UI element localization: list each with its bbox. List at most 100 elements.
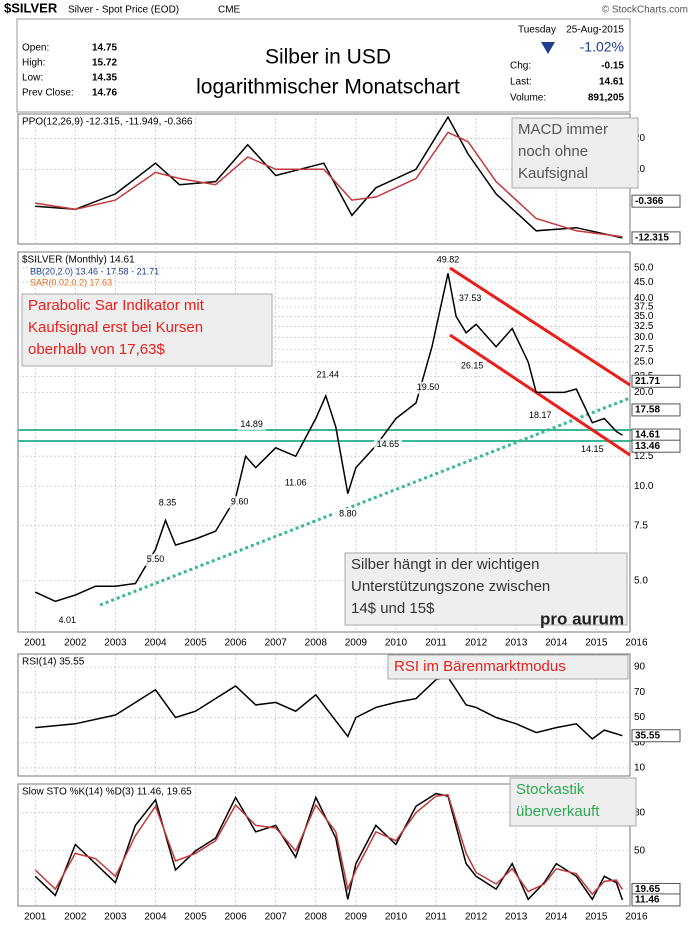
peak-label: 37.53 xyxy=(459,293,482,303)
annotation-text: MACD immer xyxy=(518,121,608,138)
value-marker-label: -0.366 xyxy=(635,196,664,207)
x-tick-label: 2011 xyxy=(425,638,447,649)
y-tick-label: 45.0 xyxy=(634,277,654,288)
peak-label: 8.35 xyxy=(159,497,177,507)
x-tick-label: 2015 xyxy=(585,638,608,649)
x-tick-label: 2012 xyxy=(465,638,488,649)
series-line xyxy=(35,676,623,740)
y-tick-label: 12.5 xyxy=(634,451,654,462)
exchange: CME xyxy=(218,5,241,16)
peak-label: 11.06 xyxy=(285,477,307,487)
chart-subtitle: logarithmischer Monatschart xyxy=(196,76,460,99)
value-marker-label: 11.46 xyxy=(635,895,660,906)
annotation-text: Kaufsignal erst bei Kursen xyxy=(28,319,203,336)
x-tick-label: 2015 xyxy=(585,912,608,923)
series-line xyxy=(34,792,624,901)
annotation-text: noch ohne xyxy=(518,143,588,160)
peak-label: 14.15 xyxy=(581,444,604,454)
quote-value: 891,205 xyxy=(588,93,625,104)
quote-label: Prev Close: xyxy=(22,88,74,99)
annotation-text: Stockastik xyxy=(516,781,585,798)
peak-label-box xyxy=(333,507,362,520)
quote-box xyxy=(16,18,631,113)
value-marker xyxy=(631,439,681,453)
annotation-text: überverkauft xyxy=(516,803,600,820)
y-tick-label: 7.5 xyxy=(634,520,648,531)
x-tick-label: 2016 xyxy=(625,638,648,649)
quote-day: Tuesday xyxy=(518,25,556,36)
quote-value: 14.76 xyxy=(92,88,117,99)
peak-label-box xyxy=(526,409,555,422)
peak-label-box xyxy=(225,496,254,509)
y-tick-label: 50 xyxy=(634,712,646,723)
series-line xyxy=(34,793,624,896)
logo: pro aurum xyxy=(540,609,624,628)
legend-entry: BB(20,2.0) 13.46 - 17.58 - 21.71 xyxy=(30,266,159,276)
peak-label-box xyxy=(313,368,342,381)
value-marker-label: 35.55 xyxy=(635,730,660,741)
peak-label-box xyxy=(458,359,487,372)
x-tick-label: 2007 xyxy=(265,912,288,923)
x-tick-label: 2006 xyxy=(225,638,248,649)
value-marker-label: 21.71 xyxy=(635,376,660,387)
x-tick-label: 2011 xyxy=(425,912,447,923)
panel-label: RSI(14) 35.55 xyxy=(22,657,85,668)
instrument-name: Silver - Spot Price (EOD) xyxy=(68,5,179,16)
annotation-text: 14$ und 15$ xyxy=(351,600,435,617)
value-marker xyxy=(631,231,681,245)
x-tick-label: 2003 xyxy=(104,638,127,649)
x-tick-label: 2004 xyxy=(144,912,167,923)
quote-label: Last: xyxy=(510,77,532,88)
quote-value: 15.72 xyxy=(92,58,117,69)
peak-label: 8.80 xyxy=(339,508,357,518)
peak-label: 5.50 xyxy=(147,554,165,564)
peak-label: 21.44 xyxy=(317,369,340,379)
x-tick-label: 2009 xyxy=(345,912,368,923)
y-tick-label: 10 xyxy=(634,164,646,175)
x-tick-label: 2009 xyxy=(345,638,368,649)
trend-line xyxy=(99,396,631,607)
y-tick-label: 20 xyxy=(634,133,646,144)
peak-label: 19.50 xyxy=(417,382,440,392)
peak-label: 14.89 xyxy=(240,419,263,429)
annotation-box xyxy=(509,777,637,827)
change-percent: -1.02% xyxy=(580,39,624,55)
symbol: $SILVER xyxy=(4,0,58,15)
quote-date: 25-Aug-2015 xyxy=(566,25,624,36)
y-tick-label: 35.0 xyxy=(634,311,654,322)
quote-value: 14.61 xyxy=(599,77,624,88)
value-marker-label: 13.46 xyxy=(635,441,660,452)
y-tick-label: 50.0 xyxy=(634,263,654,274)
quote-label: Volume: xyxy=(510,93,546,104)
peak-label-box xyxy=(456,292,485,305)
value-marker-label: 17.58 xyxy=(635,405,660,416)
peak-label: 26.15 xyxy=(461,360,484,370)
x-tick-label: 2004 xyxy=(144,638,167,649)
annotation-box xyxy=(511,117,639,189)
peak-label-box xyxy=(414,381,443,394)
x-tick-label: 2005 xyxy=(184,912,207,923)
x-tick-label: 2008 xyxy=(305,638,328,649)
x-tick-label: 2016 xyxy=(625,912,648,923)
panel-label: $SILVER (Monthly) 14.61 xyxy=(22,255,135,266)
x-tick-label: 2014 xyxy=(545,912,568,923)
value-marker-label: 14.61 xyxy=(635,430,660,441)
peak-label: 49.82 xyxy=(437,255,460,265)
series-line xyxy=(34,273,623,603)
value-marker xyxy=(631,403,681,417)
x-tick-label: 2001 xyxy=(24,638,47,649)
y-tick-label: 40.0 xyxy=(634,293,654,304)
peak-label: 4.01 xyxy=(59,615,77,625)
x-tick-label: 2005 xyxy=(184,638,207,649)
series-line xyxy=(35,115,623,239)
annotation-box xyxy=(387,654,629,680)
value-marker xyxy=(631,194,681,208)
y-tick-label: 25.0 xyxy=(634,357,654,368)
value-marker-label: 19.65 xyxy=(635,884,660,895)
peak-label-box xyxy=(237,418,266,431)
y-tick-label: 37.5 xyxy=(634,302,654,313)
y-tick-label: 70 xyxy=(634,687,646,698)
annotation-text: RSI im Bärenmarktmodus xyxy=(394,658,566,675)
peak-label-box xyxy=(153,497,182,510)
